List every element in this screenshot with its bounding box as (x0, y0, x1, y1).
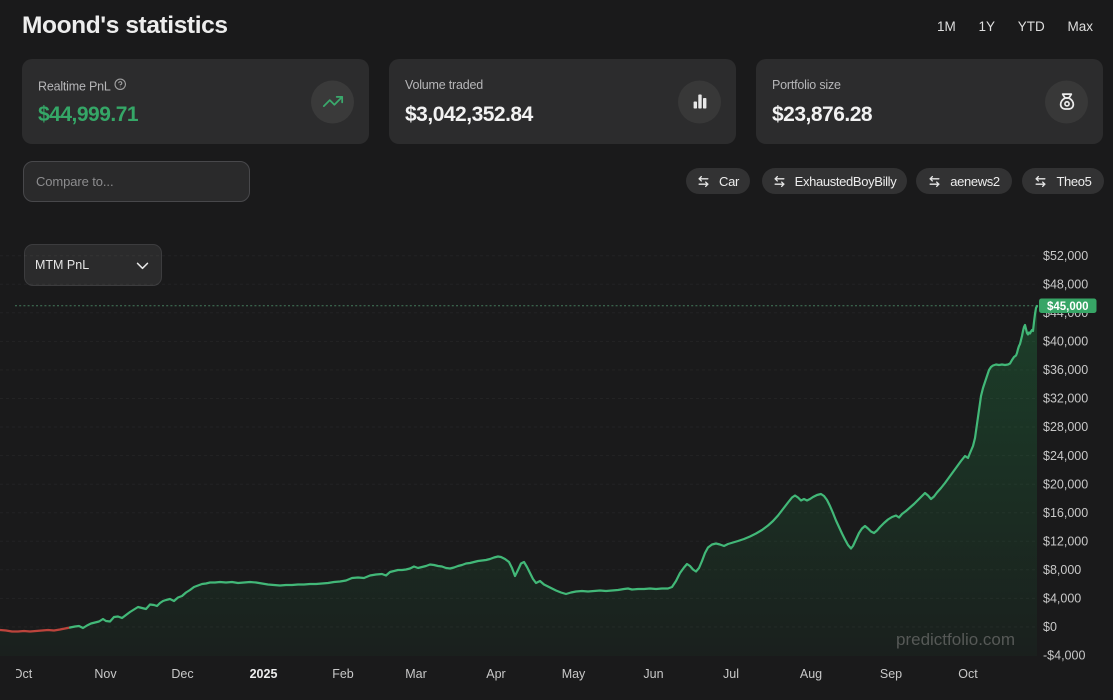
svg-text:$32,000: $32,000 (1043, 392, 1088, 406)
svg-text:$45,000: $45,000 (1047, 301, 1089, 313)
svg-text:Nov: Nov (94, 667, 117, 681)
svg-text:Mar: Mar (405, 667, 427, 681)
svg-text:$0: $0 (1043, 620, 1057, 634)
svg-text:Oct: Oct (958, 667, 978, 681)
svg-text:predictfolio.com: predictfolio.com (896, 630, 1015, 649)
svg-text:May: May (562, 667, 586, 681)
svg-text:$8,000: $8,000 (1043, 563, 1081, 577)
svg-text:$12,000: $12,000 (1043, 535, 1088, 549)
svg-text:Sep: Sep (880, 667, 902, 681)
svg-text:$28,000: $28,000 (1043, 420, 1088, 434)
svg-text:$48,000: $48,000 (1043, 278, 1088, 292)
svg-text:Oct: Oct (13, 667, 33, 681)
svg-text:$16,000: $16,000 (1043, 506, 1088, 520)
svg-text:$36,000: $36,000 (1043, 363, 1088, 377)
svg-text:$24,000: $24,000 (1043, 449, 1088, 463)
svg-text:Jun: Jun (643, 667, 663, 681)
svg-text:$4,000: $4,000 (1043, 592, 1081, 606)
svg-text:$40,000: $40,000 (1043, 335, 1088, 349)
svg-text:Aug: Aug (800, 667, 822, 681)
svg-text:$20,000: $20,000 (1043, 477, 1088, 491)
svg-text:Jul: Jul (723, 667, 739, 681)
svg-text:-$4,000: -$4,000 (1043, 649, 1085, 663)
svg-text:Dec: Dec (171, 667, 193, 681)
svg-text:Apr: Apr (486, 667, 505, 681)
svg-text:Feb: Feb (332, 667, 354, 681)
svg-text:2025: 2025 (250, 667, 278, 681)
svg-text:$52,000: $52,000 (1043, 249, 1088, 263)
